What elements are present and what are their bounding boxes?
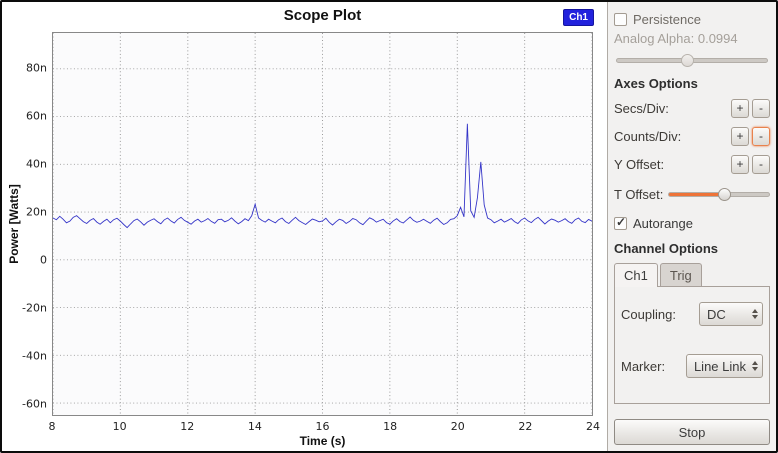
slider-thumb (681, 54, 695, 67)
plot-title: Scope Plot (283, 7, 362, 24)
scope-canvas (53, 33, 592, 415)
y-axis-label: Power [Watts] (7, 184, 21, 264)
marker-select[interactable]: Line Link (685, 354, 763, 378)
y-tick-label: 60n (26, 109, 47, 123)
secs-div-plus-button[interactable]: + (731, 98, 749, 118)
persistence-row: Persistence (614, 10, 770, 28)
persistence-checkbox[interactable] (614, 12, 627, 26)
x-tick-label: 22 (518, 420, 533, 433)
marker-label: Marker: (621, 358, 666, 374)
x-tick-label: 8 (48, 420, 56, 433)
coupling-label: Coupling: (621, 306, 676, 322)
channel-options-header: Channel Options (614, 241, 718, 256)
t-offset-row: T Offset: (614, 182, 770, 206)
secs-div-row: Secs/Div: + - (614, 96, 770, 120)
y-tick-label: -20n (22, 301, 47, 315)
t-offset-label: T Offset: (614, 186, 664, 202)
coupling-row: Coupling: DC (621, 301, 763, 327)
marker-value: Line Link (693, 358, 746, 374)
stop-button[interactable]: Stop (614, 419, 770, 445)
autorange-checkbox[interactable] (614, 215, 627, 230)
counts-div-plus-button[interactable]: + (731, 126, 749, 146)
y-offset-plus-button[interactable]: + (731, 154, 749, 174)
marker-row: Marker: Line Link (621, 353, 763, 379)
plot-area (52, 32, 593, 416)
channel-tabs: Ch1 Trig (614, 263, 770, 287)
channel-tab-pane: Coupling: DC Marker: Line Link (614, 286, 770, 404)
x-tick-label: 20 (450, 420, 465, 433)
x-tick-label: 18 (383, 420, 398, 433)
slider-thumb[interactable] (718, 187, 732, 201)
control-sidebar: Persistence Analog Alpha: 0.0994 Axes Op… (607, 2, 776, 451)
y-offset-label: Y Offset: (614, 156, 665, 172)
y-tick-label: -60n (22, 397, 47, 411)
legend-ch1: Ch1 (563, 9, 594, 26)
axes-options-header: Axes Options (614, 76, 698, 91)
x-axis-label: Time (s) (299, 434, 346, 448)
tab-trig[interactable]: Trig (659, 263, 702, 287)
autorange-row: Autorange (614, 214, 770, 232)
t-offset-slider[interactable] (668, 187, 770, 201)
x-tick-label: 24 (586, 420, 600, 433)
persistence-label: Persistence (633, 11, 701, 27)
spinner-arrows-icon (752, 361, 758, 371)
counts-div-row: Counts/Div: + - (614, 124, 770, 148)
y-tick-label: 40n (26, 157, 47, 171)
analog-alpha-slider (616, 54, 768, 67)
x-tick-label: 10 (112, 420, 127, 433)
plot-panel: Scope Plot Ch1 8 10 12 14 16 18 20 22 24 80n 60n 4… (2, 2, 607, 451)
x-tick-label: 16 (315, 420, 330, 433)
y-offset-row: Y Offset: + - (614, 152, 770, 176)
tab-ch1[interactable]: Ch1 (614, 263, 658, 287)
counts-div-minus-button[interactable]: - (752, 126, 770, 146)
coupling-value: DC (707, 306, 726, 322)
y-tick-label: -40n (22, 349, 47, 363)
x-tick-label: 12 (180, 420, 195, 433)
y-tick-label: 80n (26, 61, 47, 75)
x-tick-label: 14 (247, 420, 262, 433)
spinner-arrows-icon (752, 309, 758, 319)
autorange-label: Autorange (633, 215, 693, 231)
y-offset-minus-button[interactable]: - (752, 154, 770, 174)
secs-div-label: Secs/Div: (614, 100, 669, 116)
counts-div-label: Counts/Div: (614, 128, 682, 144)
analog-alpha-label: Analog Alpha: 0.0994 (614, 31, 738, 46)
coupling-select[interactable]: DC (699, 302, 763, 326)
secs-div-minus-button[interactable]: - (752, 98, 770, 118)
